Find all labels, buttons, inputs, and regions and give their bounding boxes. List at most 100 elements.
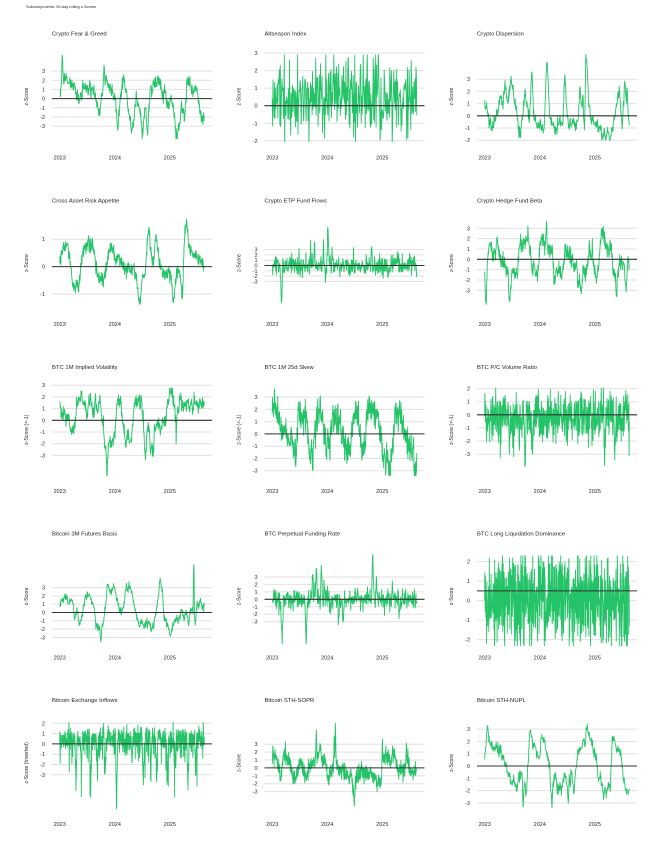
svg-text:-3: -3 (465, 801, 470, 807)
svg-text:2025: 2025 (164, 156, 176, 162)
svg-text:BTC P/C Volume Ratio: BTC P/C Volume Ratio (477, 365, 538, 371)
svg-text:2023: 2023 (54, 655, 66, 661)
svg-text:z-Score: z-Score (24, 254, 30, 272)
svg-text:1: 1 (254, 758, 257, 764)
svg-text:2023: 2023 (479, 322, 491, 328)
svg-text:z-Score: z-Score (24, 587, 30, 605)
svg-text:2023: 2023 (266, 489, 278, 495)
svg-text:-2: -2 (253, 274, 258, 280)
svg-text:Subcomponents: 90-day rolling: Subcomponents: 90-day rolling z-Scores (26, 4, 96, 9)
svg-text:1: 1 (42, 87, 45, 93)
svg-text:-1: -1 (465, 618, 470, 624)
svg-text:-1: -1 (465, 126, 470, 132)
svg-text:Bitcoin STH-SOPR: Bitcoin STH-SOPR (265, 698, 315, 704)
svg-text:2025: 2025 (164, 822, 176, 828)
svg-text:1: 1 (467, 752, 470, 758)
svg-text:2: 2 (42, 721, 45, 727)
svg-text:2023: 2023 (266, 822, 278, 828)
svg-text:2024: 2024 (321, 489, 333, 495)
svg-text:-1: -1 (40, 106, 45, 112)
svg-text:BTC Perpetual Funding Rate: BTC Perpetual Funding Rate (265, 532, 341, 538)
svg-text:3: 3 (42, 586, 45, 592)
svg-text:z-Score: z-Score (24, 87, 30, 105)
svg-text:3: 3 (42, 383, 45, 389)
svg-text:2: 2 (254, 407, 257, 413)
svg-text:0: 0 (42, 265, 45, 271)
svg-text:2: 2 (254, 582, 257, 588)
svg-text:0: 0 (467, 413, 470, 419)
svg-text:0: 0 (254, 104, 257, 110)
svg-text:0: 0 (42, 97, 45, 103)
svg-text:Altseason Index: Altseason Index (265, 32, 307, 38)
svg-text:-1: -1 (40, 430, 45, 436)
svg-text:3: 3 (254, 248, 257, 254)
svg-text:Cross Asset Risk Appetite: Cross Asset Risk Appetite (52, 198, 120, 204)
svg-text:-2: -2 (465, 278, 470, 284)
svg-text:Crypto Fear & Greed: Crypto Fear & Greed (52, 32, 107, 38)
svg-text:1: 1 (467, 400, 470, 406)
svg-text:2024: 2024 (321, 322, 333, 328)
svg-text:-2: -2 (40, 627, 45, 633)
svg-text:Crypto Dispersion: Crypto Dispersion (477, 32, 524, 38)
svg-text:z-Score: z-Score (237, 587, 243, 605)
svg-text:2023: 2023 (479, 156, 491, 162)
svg-text:-2: -2 (465, 638, 470, 644)
svg-text:-2: -2 (465, 439, 470, 445)
svg-text:2025: 2025 (589, 489, 601, 495)
svg-text:-3: -3 (40, 124, 45, 130)
svg-text:-3: -3 (253, 469, 258, 475)
svg-text:3: 3 (254, 51, 257, 57)
svg-text:0: 0 (42, 418, 45, 424)
svg-text:2: 2 (254, 253, 257, 259)
svg-text:-2: -2 (253, 139, 258, 145)
svg-text:2023: 2023 (54, 489, 66, 495)
svg-text:-2: -2 (465, 138, 470, 144)
svg-text:z-Score (×-1): z-Score (×-1) (449, 414, 455, 445)
svg-text:2024: 2024 (534, 489, 546, 495)
svg-text:2025: 2025 (376, 655, 388, 661)
svg-text:2: 2 (42, 78, 45, 84)
svg-text:2024: 2024 (109, 655, 121, 661)
svg-text:0: 0 (254, 597, 257, 603)
svg-text:-3: -3 (253, 620, 258, 626)
svg-text:2: 2 (42, 594, 45, 600)
svg-text:3: 3 (254, 395, 257, 401)
svg-text:1: 1 (467, 579, 470, 585)
svg-text:BTC Long Liquidation Dominance: BTC Long Liquidation Dominance (477, 532, 566, 538)
svg-text:z-Score: z-Score (449, 587, 455, 605)
svg-text:2025: 2025 (589, 322, 601, 328)
svg-text:2024: 2024 (534, 822, 546, 828)
svg-text:2023: 2023 (266, 322, 278, 328)
svg-text:0: 0 (254, 766, 257, 772)
svg-text:-1: -1 (253, 605, 258, 611)
svg-text:3: 3 (467, 727, 470, 733)
svg-text:-1: -1 (465, 426, 470, 432)
svg-text:-1: -1 (40, 752, 45, 758)
svg-text:-1: -1 (465, 776, 470, 782)
svg-text:-2: -2 (40, 442, 45, 448)
svg-text:-2: -2 (253, 782, 258, 788)
svg-text:2023: 2023 (479, 489, 491, 495)
svg-text:2024: 2024 (534, 156, 546, 162)
svg-text:2023: 2023 (266, 655, 278, 661)
svg-text:0: 0 (254, 432, 257, 438)
svg-text:2023: 2023 (479, 822, 491, 828)
svg-text:z-Score: z-Score (237, 87, 243, 105)
svg-text:2: 2 (467, 560, 470, 566)
svg-text:2024: 2024 (321, 822, 333, 828)
svg-text:2023: 2023 (479, 655, 491, 661)
svg-text:2: 2 (467, 89, 470, 95)
svg-text:2024: 2024 (321, 655, 333, 661)
svg-text:-3: -3 (465, 288, 470, 294)
svg-text:-1: -1 (253, 121, 258, 127)
svg-text:-3: -3 (253, 279, 258, 285)
svg-text:1: 1 (42, 602, 45, 608)
svg-text:-1: -1 (253, 269, 258, 275)
svg-text:3: 3 (254, 575, 257, 581)
svg-text:z-Score (×-1): z-Score (×-1) (237, 414, 243, 445)
svg-text:1: 1 (254, 258, 257, 264)
svg-text:2025: 2025 (164, 489, 176, 495)
svg-text:z-Score: z-Score (449, 87, 455, 105)
svg-text:2025: 2025 (376, 322, 388, 328)
svg-text:3: 3 (467, 226, 470, 232)
